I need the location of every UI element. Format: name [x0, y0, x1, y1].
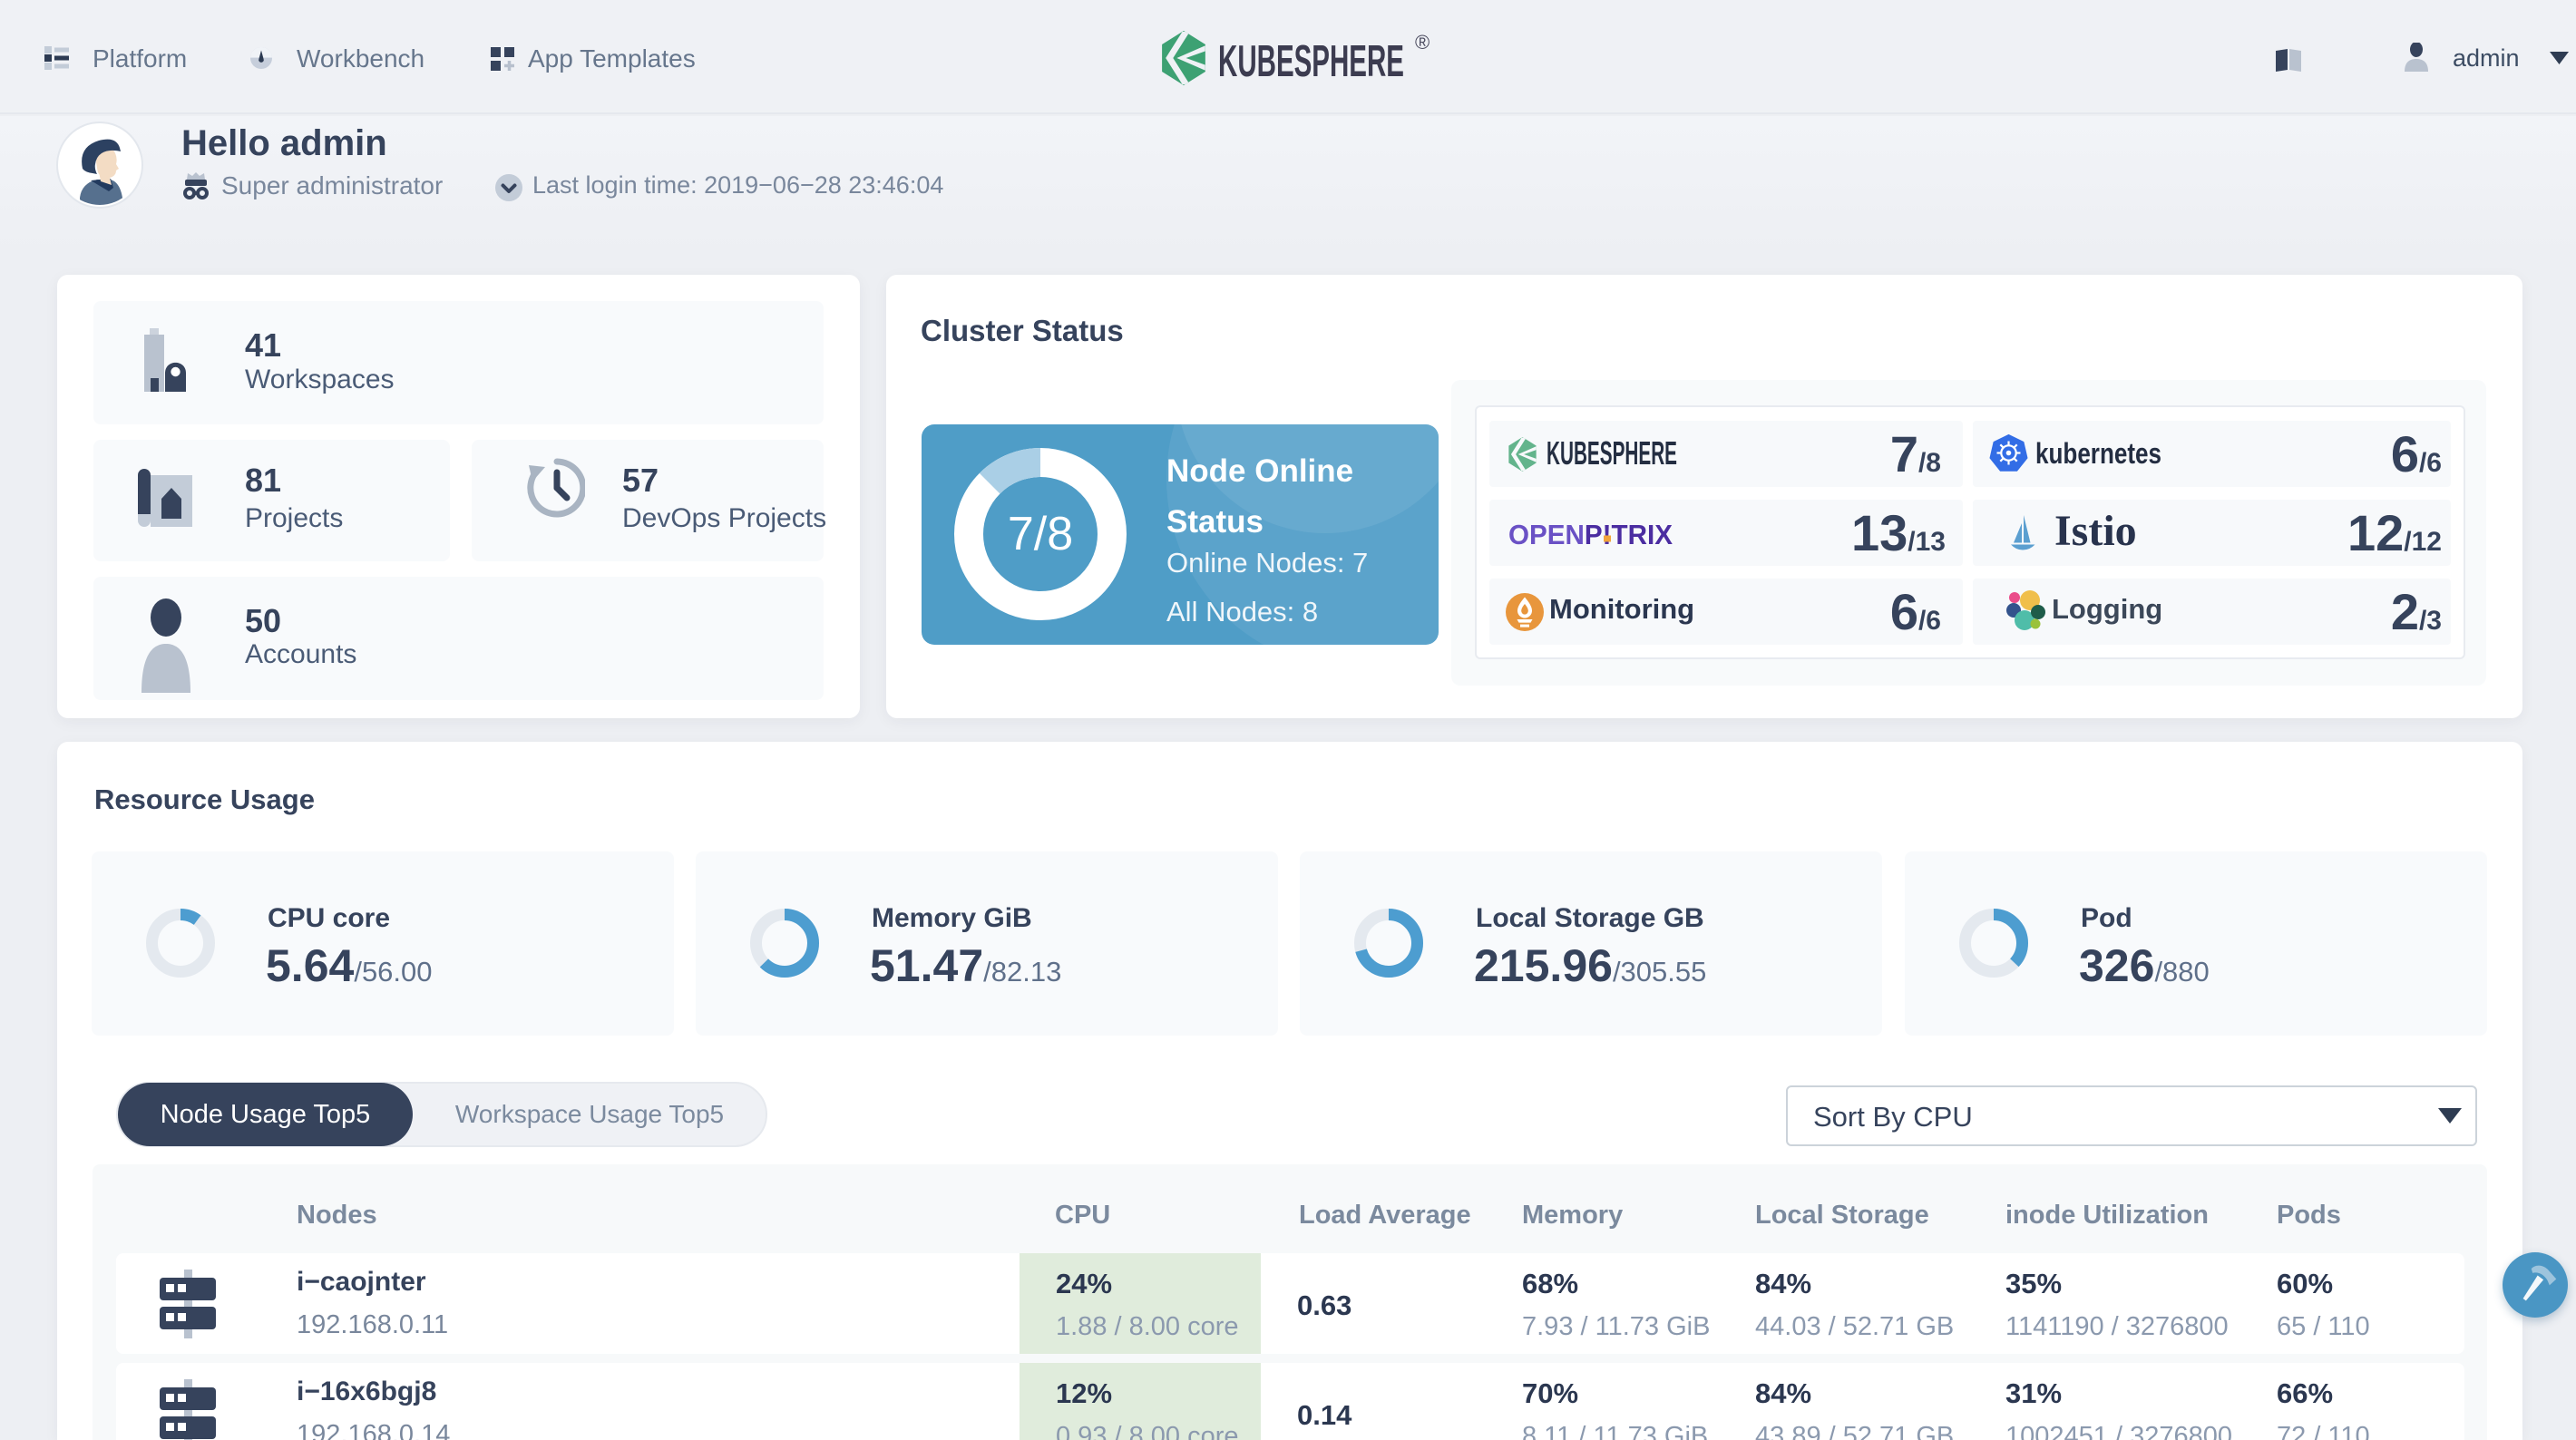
svg-text:kubernetes: kubernetes: [2035, 437, 2161, 470]
svg-text:KUBESPHERE: KUBESPHERE: [1547, 435, 1677, 472]
svg-text:OPENP!TRIX: OPENP!TRIX: [1508, 519, 1673, 550]
svg-text:KUBESPHERE: KUBESPHERE: [1218, 37, 1404, 83]
